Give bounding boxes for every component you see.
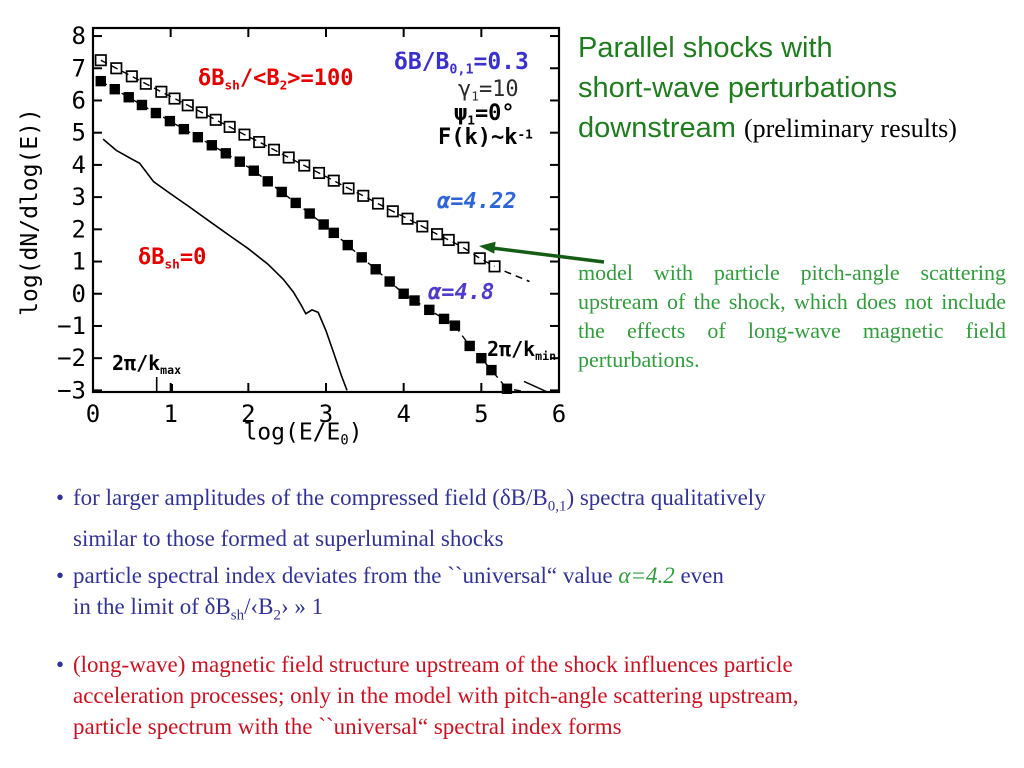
- label-spectrum: F(k)~k-1: [438, 125, 533, 150]
- label-kmax: 2π/kmax: [112, 351, 181, 377]
- bullet-2-limit-sub1: sh: [230, 607, 245, 624]
- svg-text:1: 1: [163, 400, 177, 428]
- bullet-1-sub: 0,1: [547, 498, 567, 515]
- svg-text:3: 3: [72, 183, 86, 211]
- label-kmin: 2π/kmin: [487, 337, 556, 363]
- label-open-series-text: δB: [198, 66, 225, 91]
- bullet-2-alpha-value: α=4.2: [618, 562, 675, 588]
- svg-text:2: 2: [241, 400, 255, 428]
- bullet-1-line-1: • for larger amplitudes of the compressed…: [56, 482, 1008, 523]
- svg-text:8: 8: [72, 22, 86, 50]
- particle-spectra-chart: 0 1 2 3 4 5 6 −3 −2 −1 0 1 2 3 4 5 6 7 8: [57, 22, 605, 428]
- svg-text:3: 3: [319, 400, 333, 428]
- svg-text:5: 5: [72, 119, 86, 147]
- svg-text:−2: −2: [57, 344, 86, 372]
- bullet-2-line-2: in the limit of δBsh/‹B2› » 1: [56, 591, 1008, 632]
- y-axis-title: log(dN/dlog(E)): [17, 108, 43, 316]
- label-field-text2: =0.3: [473, 49, 529, 75]
- svg-text:6: 6: [552, 400, 566, 428]
- extra-segments: [504, 270, 548, 393]
- label-dbsh-zero-sub: sh: [164, 257, 180, 273]
- bullet-list: • for larger amplitudes of the compressed…: [56, 482, 1008, 742]
- svg-text:2: 2: [72, 215, 86, 243]
- label-kmax-sub: max: [160, 363, 182, 378]
- bullet-2-text-b: even: [674, 562, 724, 588]
- label-spectrum-sup: -1: [517, 127, 533, 143]
- slide-title-suffix: (preliminary results): [743, 114, 957, 143]
- series-open-squares: [94, 54, 501, 273]
- bullet-2-limit-a: in the limit of δB: [73, 593, 231, 619]
- label-dbsh-zero: δBsh=0: [138, 245, 206, 272]
- label-kmin-text: 2π/k: [487, 337, 536, 361]
- label-open-series-text2: /<B: [239, 66, 280, 91]
- bullet-2-line-1: • particle spectral index deviates from t…: [56, 560, 1008, 591]
- bullet-1-text-a: for larger amplitudes of the compressed …: [73, 485, 548, 510]
- kmax-scale-ticks: [155, 377, 174, 392]
- label-dbsh-zero-text2: =0: [179, 245, 207, 270]
- label-kmax-text: 2π/k: [112, 351, 161, 375]
- annotation-arrow: [479, 241, 605, 264]
- slide-title-line3: downstream (preliminary results): [578, 108, 1018, 149]
- model-note: model with particle pitch-angle scatteri…: [578, 260, 1006, 372]
- label-alpha-open: α=4.22: [437, 189, 517, 214]
- label-psi: ψ1=0°: [454, 101, 515, 128]
- bullet-3-dot: •: [56, 652, 65, 678]
- svg-text:7: 7: [72, 54, 86, 82]
- label-open-series: δBsh/<B2>=100: [198, 66, 354, 93]
- label-alpha-filled: α=4.8: [428, 280, 495, 305]
- bullet-2-limit-b: /‹B: [244, 593, 274, 619]
- bullet-2-limit-sub2: 2: [273, 607, 281, 624]
- axis-ticks: [92, 28, 560, 392]
- bullet-1-dot: •: [56, 485, 65, 510]
- label-dbsh-zero-text: δB: [138, 245, 165, 270]
- label-spectrum-text: F(k)~k: [438, 125, 518, 150]
- svg-text:−3: −3: [57, 376, 86, 404]
- label-gamma-text: γ: [458, 77, 472, 102]
- label-psi-text2: =0°: [474, 101, 515, 126]
- slide-title: Parallel shocks with short-wave perturba…: [578, 28, 1018, 149]
- bullet-3-line-3: particle spectrum with the ``universal“ …: [73, 714, 622, 740]
- bullet-3-line-2: acceleration processes; only in the mode…: [73, 683, 799, 709]
- slide-title-line1: Parallel shocks with: [578, 32, 833, 64]
- label-open-series-text3: >=100: [287, 66, 354, 91]
- label-gamma: γ1=10: [458, 77, 519, 104]
- slide-title-line2: short-wave perturbations: [578, 72, 898, 104]
- bullet-3-text-1: (long-wave) magnetic field structure ups…: [73, 652, 793, 678]
- svg-text:0: 0: [72, 280, 86, 308]
- label-gamma-text2: =10: [478, 77, 519, 102]
- svg-text:4: 4: [72, 151, 86, 179]
- bullet-1-text-b: ) spectra qualitatively: [566, 485, 766, 510]
- svg-text:1: 1: [72, 248, 86, 276]
- slide-title-line3-green: downstream: [578, 112, 736, 144]
- bullet-2-limit-c: › » 1: [280, 593, 324, 619]
- x-axis-title-text: log(E/E: [243, 419, 341, 446]
- x-axis-title: log(E/E0): [243, 420, 362, 449]
- bullet-2-dot: •: [56, 562, 65, 588]
- label-field-sub: 0,1: [449, 62, 474, 78]
- series-filled-squares: [95, 75, 513, 394]
- label-psi-sub: 1: [467, 113, 475, 129]
- bullet-3-line-1: • (long-wave) magnetic field structure up…: [56, 649, 1008, 680]
- bullet-1-line-2: similar to those formed at superluminal …: [73, 525, 504, 551]
- label-psi-text: ψ: [454, 101, 468, 126]
- label-field-text: δB/B: [394, 49, 450, 75]
- svg-text:−1: −1: [57, 312, 86, 340]
- label-field-amplitude: δB/B0,1=0.3: [394, 49, 529, 78]
- label-open-series-sub1: sh: [224, 78, 240, 94]
- svg-text:0: 0: [86, 400, 100, 428]
- x-axis-title-sub: 0: [340, 432, 349, 449]
- series-thin-line: [102, 138, 348, 391]
- label-gamma-sub: 1: [471, 89, 479, 105]
- x-axis-title-close: ): [348, 419, 363, 446]
- label-kmin-sub: min: [535, 349, 557, 364]
- label-open-series-sub2: 2: [279, 78, 288, 94]
- svg-text:6: 6: [72, 86, 86, 114]
- svg-text:4: 4: [396, 400, 410, 428]
- axis-tick-labels: 0 1 2 3 4 5 6 −3 −2 −1 0 1 2 3 4 5 6 7 8: [57, 22, 566, 428]
- svg-text:5: 5: [474, 400, 488, 428]
- bullet-2-text-a: particle spectral index deviates from th…: [73, 562, 619, 588]
